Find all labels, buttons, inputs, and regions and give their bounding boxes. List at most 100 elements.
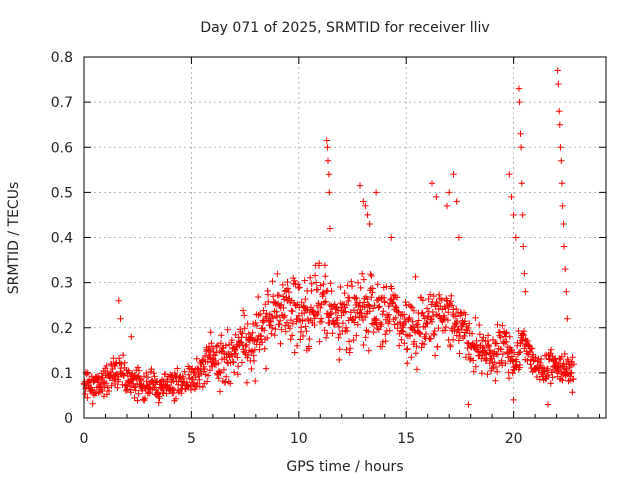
data-point <box>321 262 329 269</box>
x-tick-label: 10 <box>290 431 308 447</box>
data-point <box>494 368 501 375</box>
data-point <box>220 366 228 373</box>
data-point <box>366 220 373 228</box>
data-point <box>242 342 249 350</box>
data-point <box>94 373 102 380</box>
data-point <box>455 329 463 336</box>
data-point <box>126 386 134 393</box>
data-point <box>536 376 543 383</box>
data-point <box>346 294 353 301</box>
y-axis-ticks: 0 0.1 0.2 0.3 0.4 0.5 0.6 0.7 0.8 <box>51 50 606 427</box>
data-point <box>562 265 569 273</box>
data-point <box>196 376 203 383</box>
data-point <box>569 389 576 396</box>
data-point <box>446 189 453 196</box>
data-point <box>269 278 276 285</box>
x-tick-label: 0 <box>80 431 89 447</box>
data-point <box>275 291 283 299</box>
data-point <box>430 330 437 337</box>
data-point <box>322 334 330 341</box>
data-point <box>279 281 286 289</box>
data-point <box>84 369 91 376</box>
data-point <box>345 338 353 345</box>
data-point <box>559 377 566 384</box>
x-tick-label: 15 <box>397 431 415 447</box>
data-point <box>302 323 309 330</box>
data-point <box>433 193 440 201</box>
data-point <box>505 369 512 376</box>
data-point <box>547 380 554 387</box>
data-point <box>441 315 448 323</box>
data-point <box>376 303 383 310</box>
data-point <box>337 283 344 291</box>
data-point <box>244 320 251 328</box>
data-point <box>311 272 319 279</box>
data-point <box>388 285 395 292</box>
data-point <box>122 387 130 394</box>
data-point <box>339 320 347 327</box>
data-point <box>451 327 458 335</box>
data-point <box>272 325 279 333</box>
data-point <box>185 371 192 378</box>
data-point <box>435 291 443 298</box>
data-point <box>271 331 278 339</box>
data-point <box>241 312 248 319</box>
data-point <box>412 350 420 357</box>
data-point <box>289 308 296 315</box>
data-point <box>148 365 155 373</box>
data-point <box>406 332 414 340</box>
data-point <box>215 359 222 367</box>
data-point <box>256 310 264 318</box>
data-point <box>104 368 111 375</box>
data-point <box>104 384 111 391</box>
data-point <box>465 324 472 332</box>
data-point <box>344 327 351 335</box>
data-point <box>509 370 516 377</box>
data-point <box>544 371 552 379</box>
data-point <box>452 313 460 320</box>
data-point <box>245 330 252 338</box>
data-point <box>353 332 360 339</box>
data-point <box>417 330 424 338</box>
data-point <box>316 260 323 267</box>
data-point <box>207 329 214 336</box>
data-point <box>509 357 516 364</box>
data-point <box>448 292 455 300</box>
data-point <box>209 344 217 352</box>
data-point <box>557 375 565 383</box>
data-point <box>499 362 506 369</box>
data-point <box>117 315 124 322</box>
data-point <box>506 171 513 178</box>
data-point <box>499 322 506 329</box>
data-point <box>289 320 297 327</box>
data-point <box>403 302 410 309</box>
data-point <box>491 359 498 366</box>
data-point <box>199 383 206 391</box>
data-point <box>293 342 301 349</box>
data-point <box>392 314 399 322</box>
data-point <box>303 327 310 335</box>
data-point <box>374 325 381 332</box>
data-point <box>413 366 421 373</box>
data-point <box>453 198 460 205</box>
data-point <box>360 276 367 283</box>
data-point <box>348 283 356 290</box>
data-point <box>206 367 214 374</box>
data-point <box>209 356 216 363</box>
data-point <box>261 345 268 352</box>
data-point <box>325 171 333 178</box>
data-point <box>155 399 162 406</box>
data-point <box>499 350 507 358</box>
data-point <box>216 368 223 376</box>
data-point <box>480 334 487 341</box>
data-point <box>370 305 377 312</box>
data-point <box>192 374 199 381</box>
data-point <box>424 320 431 328</box>
data-point <box>512 234 519 241</box>
data-point <box>358 312 365 320</box>
data-point <box>525 341 532 349</box>
data-point <box>244 351 252 359</box>
data-point <box>204 372 212 379</box>
data-point <box>317 315 325 322</box>
data-point <box>119 351 127 359</box>
